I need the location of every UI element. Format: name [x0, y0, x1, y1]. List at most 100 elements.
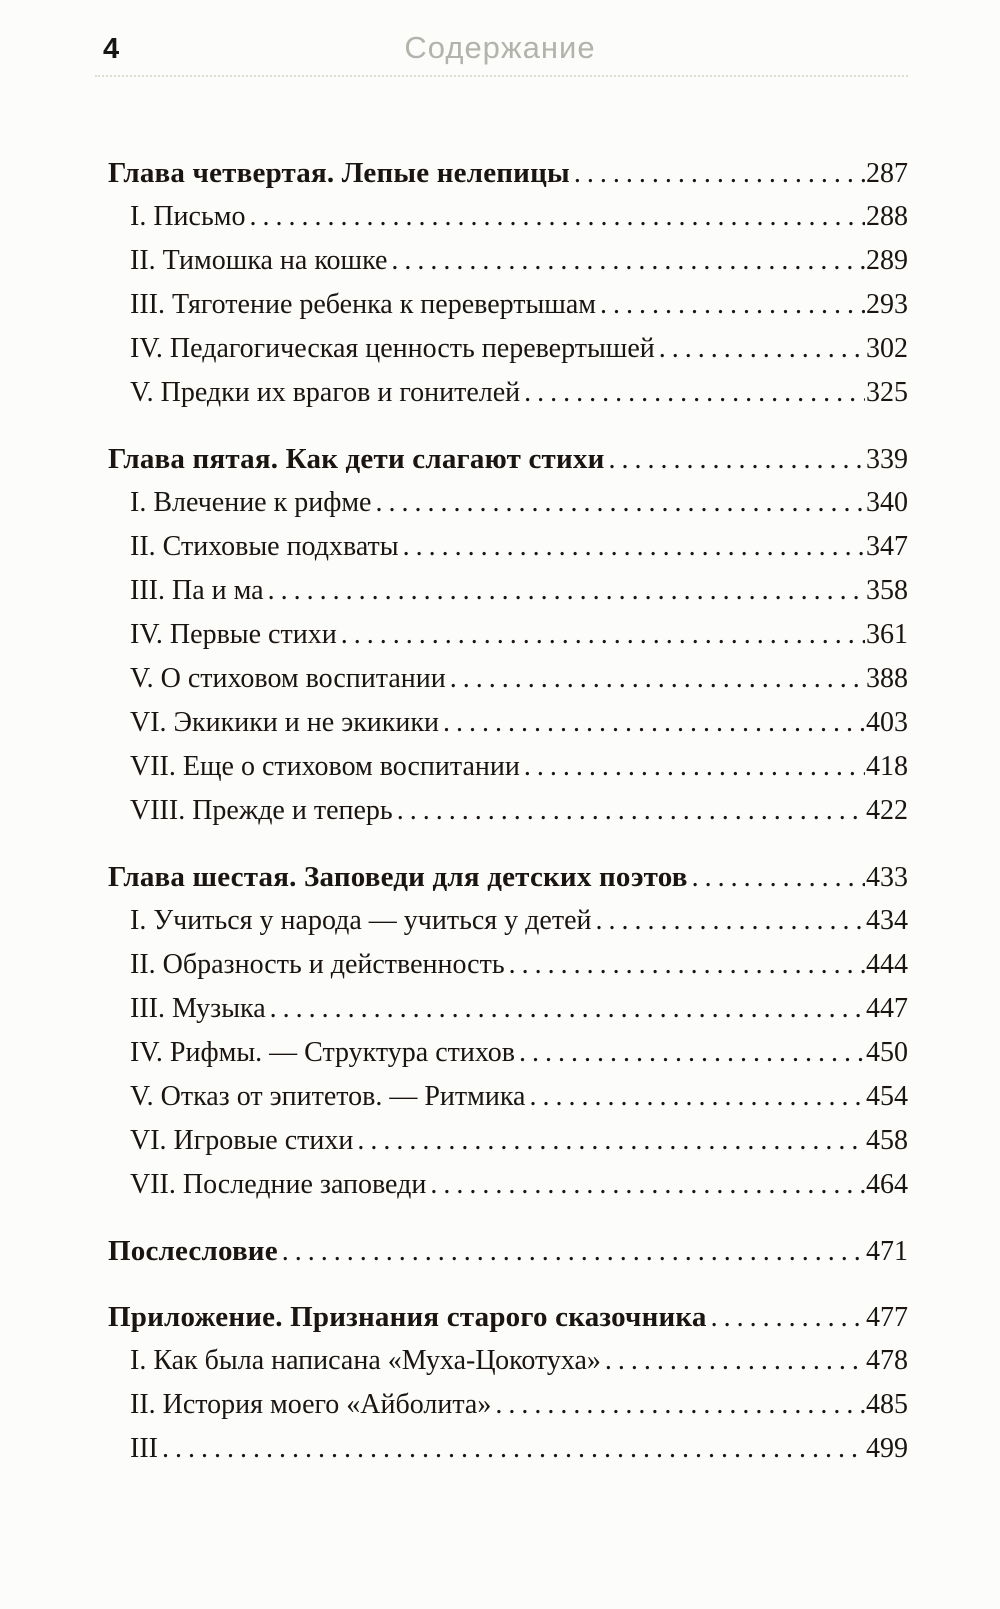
- dot-leader: [439, 701, 865, 745]
- toc-entry-title: Приложение. Признания старого сказочника: [108, 1301, 707, 1333]
- toc-entry-page: 302: [866, 333, 908, 364]
- toc-entry-title: VII. Последние заповеди: [130, 1169, 427, 1200]
- toc-entry-page: 458: [866, 1125, 908, 1156]
- dot-leader: [491, 1383, 865, 1427]
- toc-chapter-row: Глава шестая. Заповеди для детских поэто…: [108, 855, 908, 899]
- toc-entry-title: VIII. Прежде и теперь: [130, 795, 393, 826]
- toc-entry-page: 434: [866, 905, 908, 936]
- dot-leader: [337, 613, 865, 657]
- dot-leader: [688, 856, 865, 900]
- toc-entry-title: I. Как была написана «Муха-Цокотуха»: [130, 1345, 601, 1376]
- toc-item-row: I. Письмо 288: [108, 195, 908, 239]
- toc-entry-title: Глава шестая. Заповеди для детских поэто…: [108, 861, 688, 893]
- toc-item-row: VII. Еще о стиховом воспитании 418: [108, 745, 908, 789]
- toc-chapter-row: Глава четвертая. Лепые нелепицы 287: [108, 151, 908, 195]
- toc-entry-page: 361: [866, 619, 908, 650]
- toc-entry-title: IV. Первые стихи: [130, 619, 337, 650]
- dot-leader: [592, 899, 865, 943]
- toc-item-row: IV. Педагогическая ценность перевертышей…: [108, 327, 908, 371]
- toc-entry-title: I. Влечение к рифме: [130, 487, 372, 518]
- dot-leader: [393, 789, 865, 833]
- toc-entry-title: VII. Еще о стиховом воспитании: [130, 751, 520, 782]
- dot-leader: [605, 438, 865, 482]
- toc-item-row: III. Па и ма 358: [108, 569, 908, 613]
- toc-entry-title: Послесловие: [108, 1235, 278, 1267]
- toc-entry-page: 418: [866, 751, 908, 782]
- toc-item-row: VIII. Прежде и теперь 422: [108, 789, 908, 833]
- toc-entry-title: II. Тимошка на кошке: [130, 245, 388, 276]
- toc-item-row: V. Предки их врагов и гонителей 325: [108, 371, 908, 415]
- toc-entry-page: 450: [866, 1037, 908, 1068]
- toc-item-row: IV. Рифмы. — Структура стихов 450: [108, 1031, 908, 1075]
- toc-entry-page: 325: [866, 377, 908, 408]
- toc-entry-title: Глава четвертая. Лепые нелепицы: [108, 157, 570, 189]
- toc-item-row: IV. Первые стихи 361: [108, 613, 908, 657]
- toc-section: Послесловие 471: [108, 1229, 908, 1273]
- toc-entry-title: III. Музыка: [130, 993, 266, 1024]
- toc-entry-page: 358: [866, 575, 908, 606]
- toc-item-row: III. Музыка 447: [108, 987, 908, 1031]
- dot-leader: [387, 239, 865, 283]
- toc-entry-page: 340: [866, 487, 908, 518]
- dot-leader: [520, 371, 865, 415]
- toc-section: Глава четвертая. Лепые нелепицы 287 I. П…: [108, 151, 908, 415]
- dot-leader: [353, 1119, 865, 1163]
- toc-entry-page: 499: [866, 1433, 908, 1464]
- dot-leader: [278, 1230, 865, 1274]
- toc-entry-title: VI. Игровые стихи: [130, 1125, 354, 1156]
- dot-leader: [601, 1339, 865, 1383]
- toc-entry-page: 478: [866, 1345, 908, 1376]
- toc-item-row: III 499: [108, 1427, 908, 1471]
- toc-entry-page: 454: [866, 1081, 908, 1112]
- toc-entry-page: 287: [866, 158, 908, 189]
- dot-leader: [264, 569, 865, 613]
- dot-leader: [707, 1296, 865, 1340]
- table-of-contents: Глава четвертая. Лепые нелепицы 287 I. П…: [108, 151, 908, 1471]
- toc-item-row: II. Тимошка на кошке 289: [108, 239, 908, 283]
- toc-entry-page: 471: [866, 1236, 908, 1267]
- toc-entry-title: V. Отказ от эпитетов. — Ритмика: [130, 1081, 526, 1112]
- toc-chapter-row: Глава пятая. Как дети слагают стихи 339: [108, 437, 908, 481]
- toc-entry-title: Глава пятая. Как дети слагают стихи: [108, 443, 605, 475]
- dot-leader: [505, 943, 865, 987]
- toc-entry-title: IV. Педагогическая ценность перевертышей: [130, 333, 655, 364]
- running-title: Содержание: [404, 30, 596, 65]
- toc-entry-title: V. О стиховом воспитании: [130, 663, 446, 694]
- dot-leader: [655, 327, 865, 371]
- dot-leader: [158, 1427, 865, 1471]
- dot-leader: [426, 1163, 865, 1207]
- toc-entry-title: II. Образность и действенность: [130, 949, 505, 980]
- toc-item-row: II. История моего «Айболита» 485: [108, 1383, 908, 1427]
- toc-item-row: III. Тяготение ребенка к перевертышам 29…: [108, 283, 908, 327]
- toc-entry-page: 477: [866, 1302, 908, 1333]
- dot-leader: [596, 283, 865, 327]
- toc-item-row: II. Стиховые подхваты 347: [108, 525, 908, 569]
- toc-item-row: VI. Экикики и не экикики 403: [108, 701, 908, 745]
- toc-entry-title: I. Учиться у народа — учиться у детей: [130, 905, 592, 936]
- dot-leader: [446, 657, 865, 701]
- dot-leader: [570, 152, 865, 196]
- dot-leader: [372, 481, 866, 525]
- toc-item-row: VII. Последние заповеди 464: [108, 1163, 908, 1207]
- toc-entry-title: VI. Экикики и не экикики: [130, 707, 439, 738]
- toc-item-row: I. Влечение к рифме 340: [108, 481, 908, 525]
- dot-leader: [525, 1075, 865, 1119]
- dot-leader: [520, 745, 865, 789]
- toc-entry-page: 388: [866, 663, 908, 694]
- toc-entry-title: III. Тяготение ребенка к перевертышам: [130, 289, 597, 320]
- toc-entry-title: III: [130, 1433, 158, 1464]
- toc-item-row: I. Как была написана «Муха-Цокотуха» 478: [108, 1339, 908, 1383]
- toc-entry-page: 403: [866, 707, 908, 738]
- toc-entry-title: II. История моего «Айболита»: [130, 1389, 492, 1420]
- dot-leader: [399, 525, 865, 569]
- toc-entry-page: 293: [866, 289, 908, 320]
- toc-entry-page: 288: [866, 201, 908, 232]
- dot-leader: [245, 195, 865, 239]
- toc-chapter-row: Послесловие 471: [108, 1229, 908, 1273]
- toc-entry-page: 447: [866, 993, 908, 1024]
- toc-section: Приложение. Признания старого сказочника…: [108, 1295, 908, 1471]
- toc-item-row: V. О стиховом воспитании 388: [108, 657, 908, 701]
- toc-entry-page: 422: [866, 795, 908, 826]
- toc-entry-title: V. Предки их врагов и гонителей: [130, 377, 521, 408]
